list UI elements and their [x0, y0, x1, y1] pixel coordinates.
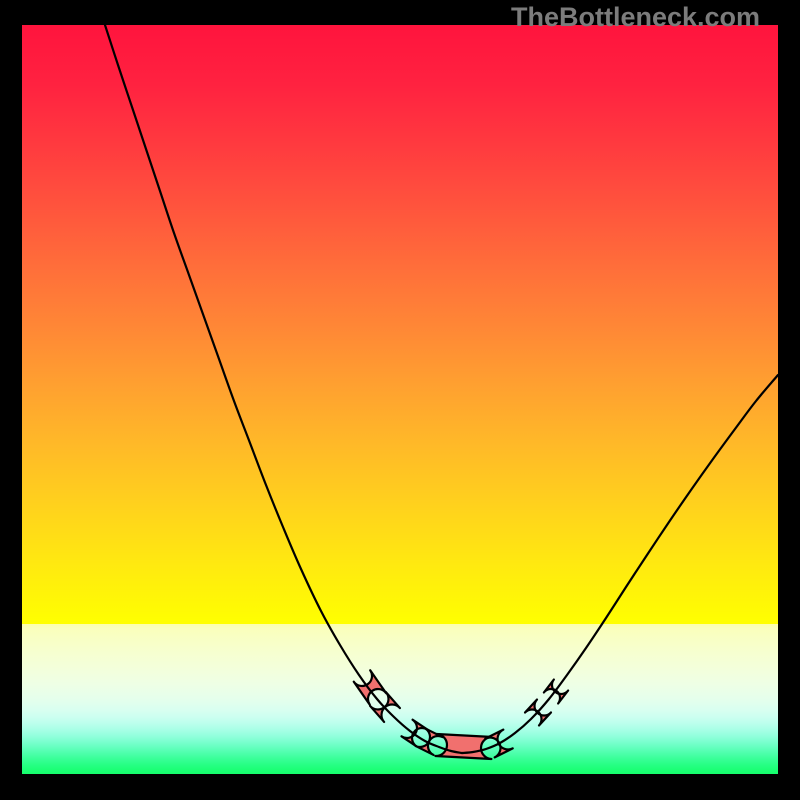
- chart-svg: [22, 25, 778, 774]
- watermark-text: TheBottleneck.com: [511, 2, 760, 33]
- plot-area: [22, 25, 778, 774]
- gradient-background: [22, 25, 778, 774]
